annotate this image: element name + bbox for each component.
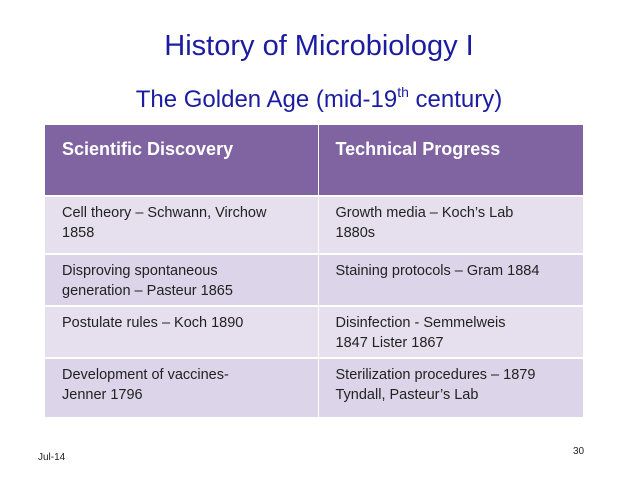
table-row: Development of vaccines- Jenner 1796 Steri… bbox=[45, 357, 584, 417]
cell-line: Staining protocols – Gram 1884 bbox=[335, 263, 540, 279]
cell-line: Disproving spontaneous bbox=[62, 263, 218, 279]
cell-line: generation – Pasteur 1865 bbox=[62, 283, 233, 299]
table-cell: Disinfection - Semmelweis 1847 Lister 186… bbox=[318, 305, 584, 358]
cell-line: Jenner 1796 bbox=[62, 387, 143, 403]
table-row: Disproving spontaneous generation – Paste… bbox=[45, 253, 584, 306]
column-header: Technical Progress bbox=[318, 125, 584, 196]
cell-line: Growth media – Koch’s Lab bbox=[335, 205, 514, 221]
subtitle-text: The Golden Age (mid-19 bbox=[135, 86, 398, 113]
page-number: 30 bbox=[573, 446, 585, 457]
header-row: Scientific Discovery Technical Progress bbox=[45, 125, 584, 196]
slide-subtitle: The Golden Age (mid-19th century) bbox=[0, 84, 638, 114]
table-cell: Disproving spontaneous generation – Paste… bbox=[45, 253, 319, 306]
table-row: Cell theory – Schwann, Virchow 1858 Growth… bbox=[45, 195, 584, 254]
table-cell: Cell theory – Schwann, Virchow 1858 bbox=[45, 195, 319, 254]
cell-line: Postulate rules – Koch 1890 bbox=[62, 315, 244, 331]
cell-line: Sterilization procedures – 1879 bbox=[335, 367, 536, 383]
table-cell: Sterilization procedures – 1879 Tyndall, … bbox=[318, 357, 584, 417]
cell-line: 1847 Lister 1867 bbox=[335, 335, 444, 351]
table-cell: Staining protocols – Gram 1884 bbox=[318, 253, 584, 306]
table: Scientific Discovery Technical Progress … bbox=[45, 125, 584, 417]
date: Jul-14 bbox=[38, 452, 66, 463]
slide-title: History of Microbiology I bbox=[164, 30, 474, 62]
cell-line: 1880s bbox=[335, 225, 376, 241]
column-header: Scientific Discovery bbox=[45, 125, 319, 196]
table-cell: Postulate rules – Koch 1890 bbox=[45, 305, 319, 358]
table-row: Postulate rules – Koch 1890 Disinfection … bbox=[45, 305, 584, 358]
cell-line: 1858 bbox=[62, 225, 95, 241]
cell-line: Tyndall, Pasteur’s Lab bbox=[335, 387, 479, 403]
cell-line: Development of vaccines- bbox=[62, 367, 229, 383]
table-cell: Development of vaccines- Jenner 1796 bbox=[45, 357, 319, 417]
cell-line: Disinfection - Semmelweis bbox=[335, 315, 506, 331]
table-cell: Growth media – Koch’s Lab 1880s bbox=[318, 195, 584, 254]
subtitle-superscript: th bbox=[397, 84, 409, 100]
subtitle-text: century) bbox=[408, 86, 503, 113]
cell-line: Cell theory – Schwann, Virchow bbox=[62, 205, 267, 221]
